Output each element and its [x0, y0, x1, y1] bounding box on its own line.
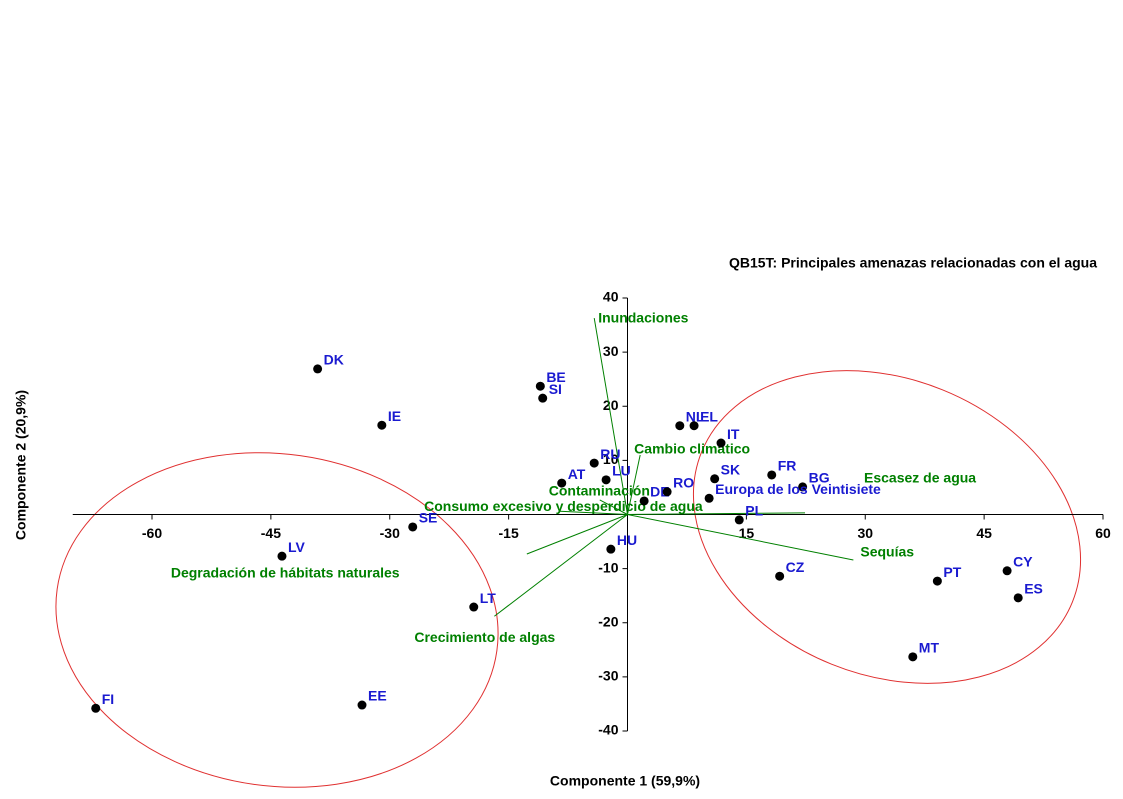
point	[689, 421, 699, 431]
y-tick-label: -30	[598, 668, 618, 684]
loading-vector	[593, 317, 628, 515]
point	[538, 393, 548, 403]
point-label: SE	[419, 510, 438, 526]
point-label: IT	[727, 426, 740, 442]
x-tick-label: 60	[1095, 525, 1111, 541]
chart-title: QB15T: Principales amenazas relacionadas…	[729, 255, 1097, 271]
point	[91, 703, 101, 713]
point-label: LU	[612, 463, 631, 479]
point	[639, 496, 649, 506]
y-tick-label: 30	[603, 343, 619, 359]
vector-label: Sequías	[860, 544, 914, 560]
point-label: SI	[549, 381, 562, 397]
point-label: LT	[480, 590, 497, 606]
point	[704, 493, 714, 503]
point	[675, 421, 685, 431]
point	[734, 515, 744, 525]
point	[357, 700, 367, 710]
point	[313, 364, 323, 374]
point	[535, 381, 545, 391]
x-tick-label: -60	[142, 525, 162, 541]
loading-vector	[627, 454, 641, 515]
loading-vector	[526, 514, 628, 555]
point-label: CZ	[786, 559, 805, 575]
x-tick-label: 30	[857, 525, 873, 541]
point-label: DE	[650, 484, 669, 500]
point-label: PL	[745, 503, 763, 519]
point-label: LV	[288, 539, 306, 555]
point	[601, 475, 611, 485]
loading-vector	[494, 514, 628, 617]
point-label: AT	[568, 466, 586, 482]
y-tick-label: -40	[598, 722, 618, 738]
vector-label: Contaminación	[549, 483, 650, 499]
point-label: EL	[700, 408, 718, 424]
cluster-ellipse	[692, 370, 1082, 684]
point-label: IE	[388, 408, 401, 424]
point	[767, 470, 777, 480]
vector-label: Escasez de agua	[864, 470, 976, 486]
point-label: DK	[324, 352, 344, 368]
loading-vector	[560, 510, 628, 515]
loading-vector	[627, 514, 854, 561]
point	[408, 522, 418, 532]
point-label: PT	[943, 564, 961, 580]
point	[775, 571, 785, 581]
x-tick-label: -15	[499, 525, 519, 541]
point-label: CY	[1013, 553, 1033, 569]
y-tick-label: -20	[598, 613, 618, 629]
point-label: NL	[686, 408, 705, 424]
point-label: RU	[600, 446, 620, 462]
point-label: FI	[102, 691, 114, 707]
point	[710, 474, 720, 484]
y-tick-label: 40	[603, 289, 619, 305]
point	[662, 487, 672, 497]
x-tick-label: -45	[261, 525, 281, 541]
loading-vector	[599, 499, 628, 515]
point-label: Europa de los Veintisiete	[715, 481, 881, 497]
x-axis-label: Componente 1 (59,9%)	[550, 773, 700, 789]
point-label: FR	[778, 458, 797, 474]
point-label: RO	[673, 474, 694, 490]
x-tick-label: -30	[380, 525, 400, 541]
vector-label: Inundaciones	[598, 310, 688, 326]
vector-label: Consumo excesivo y desperdicio de agua	[424, 498, 703, 514]
point	[277, 551, 287, 561]
point	[908, 652, 918, 662]
point	[932, 576, 942, 586]
point	[377, 420, 387, 430]
cluster-ellipse	[55, 452, 499, 788]
point	[606, 544, 616, 554]
point-label: BE	[546, 369, 565, 385]
vector-label: Cambio climático	[634, 441, 750, 457]
point	[469, 602, 479, 612]
vector-label: Degradación de hábitats naturales	[171, 565, 400, 581]
point	[557, 478, 567, 488]
y-tick-label: -10	[598, 559, 618, 575]
point	[1002, 566, 1012, 576]
point	[589, 458, 599, 468]
point-label: HU	[617, 532, 637, 548]
point-label: BG	[809, 470, 830, 486]
point	[798, 482, 808, 492]
loading-vector	[627, 512, 806, 515]
x-tick-label: 45	[976, 525, 992, 541]
point-label: EE	[368, 688, 387, 704]
point-label: SK	[721, 461, 740, 477]
point-label: ES	[1024, 581, 1043, 597]
point-label: MT	[919, 640, 940, 656]
vector-label: Crecimiento de algas	[414, 629, 555, 645]
y-tick-label: 10	[603, 451, 619, 467]
y-axis-label: Componente 2 (20,9%)	[13, 390, 29, 540]
point	[1013, 593, 1023, 603]
y-tick-label: 20	[603, 397, 619, 413]
point	[716, 438, 726, 448]
